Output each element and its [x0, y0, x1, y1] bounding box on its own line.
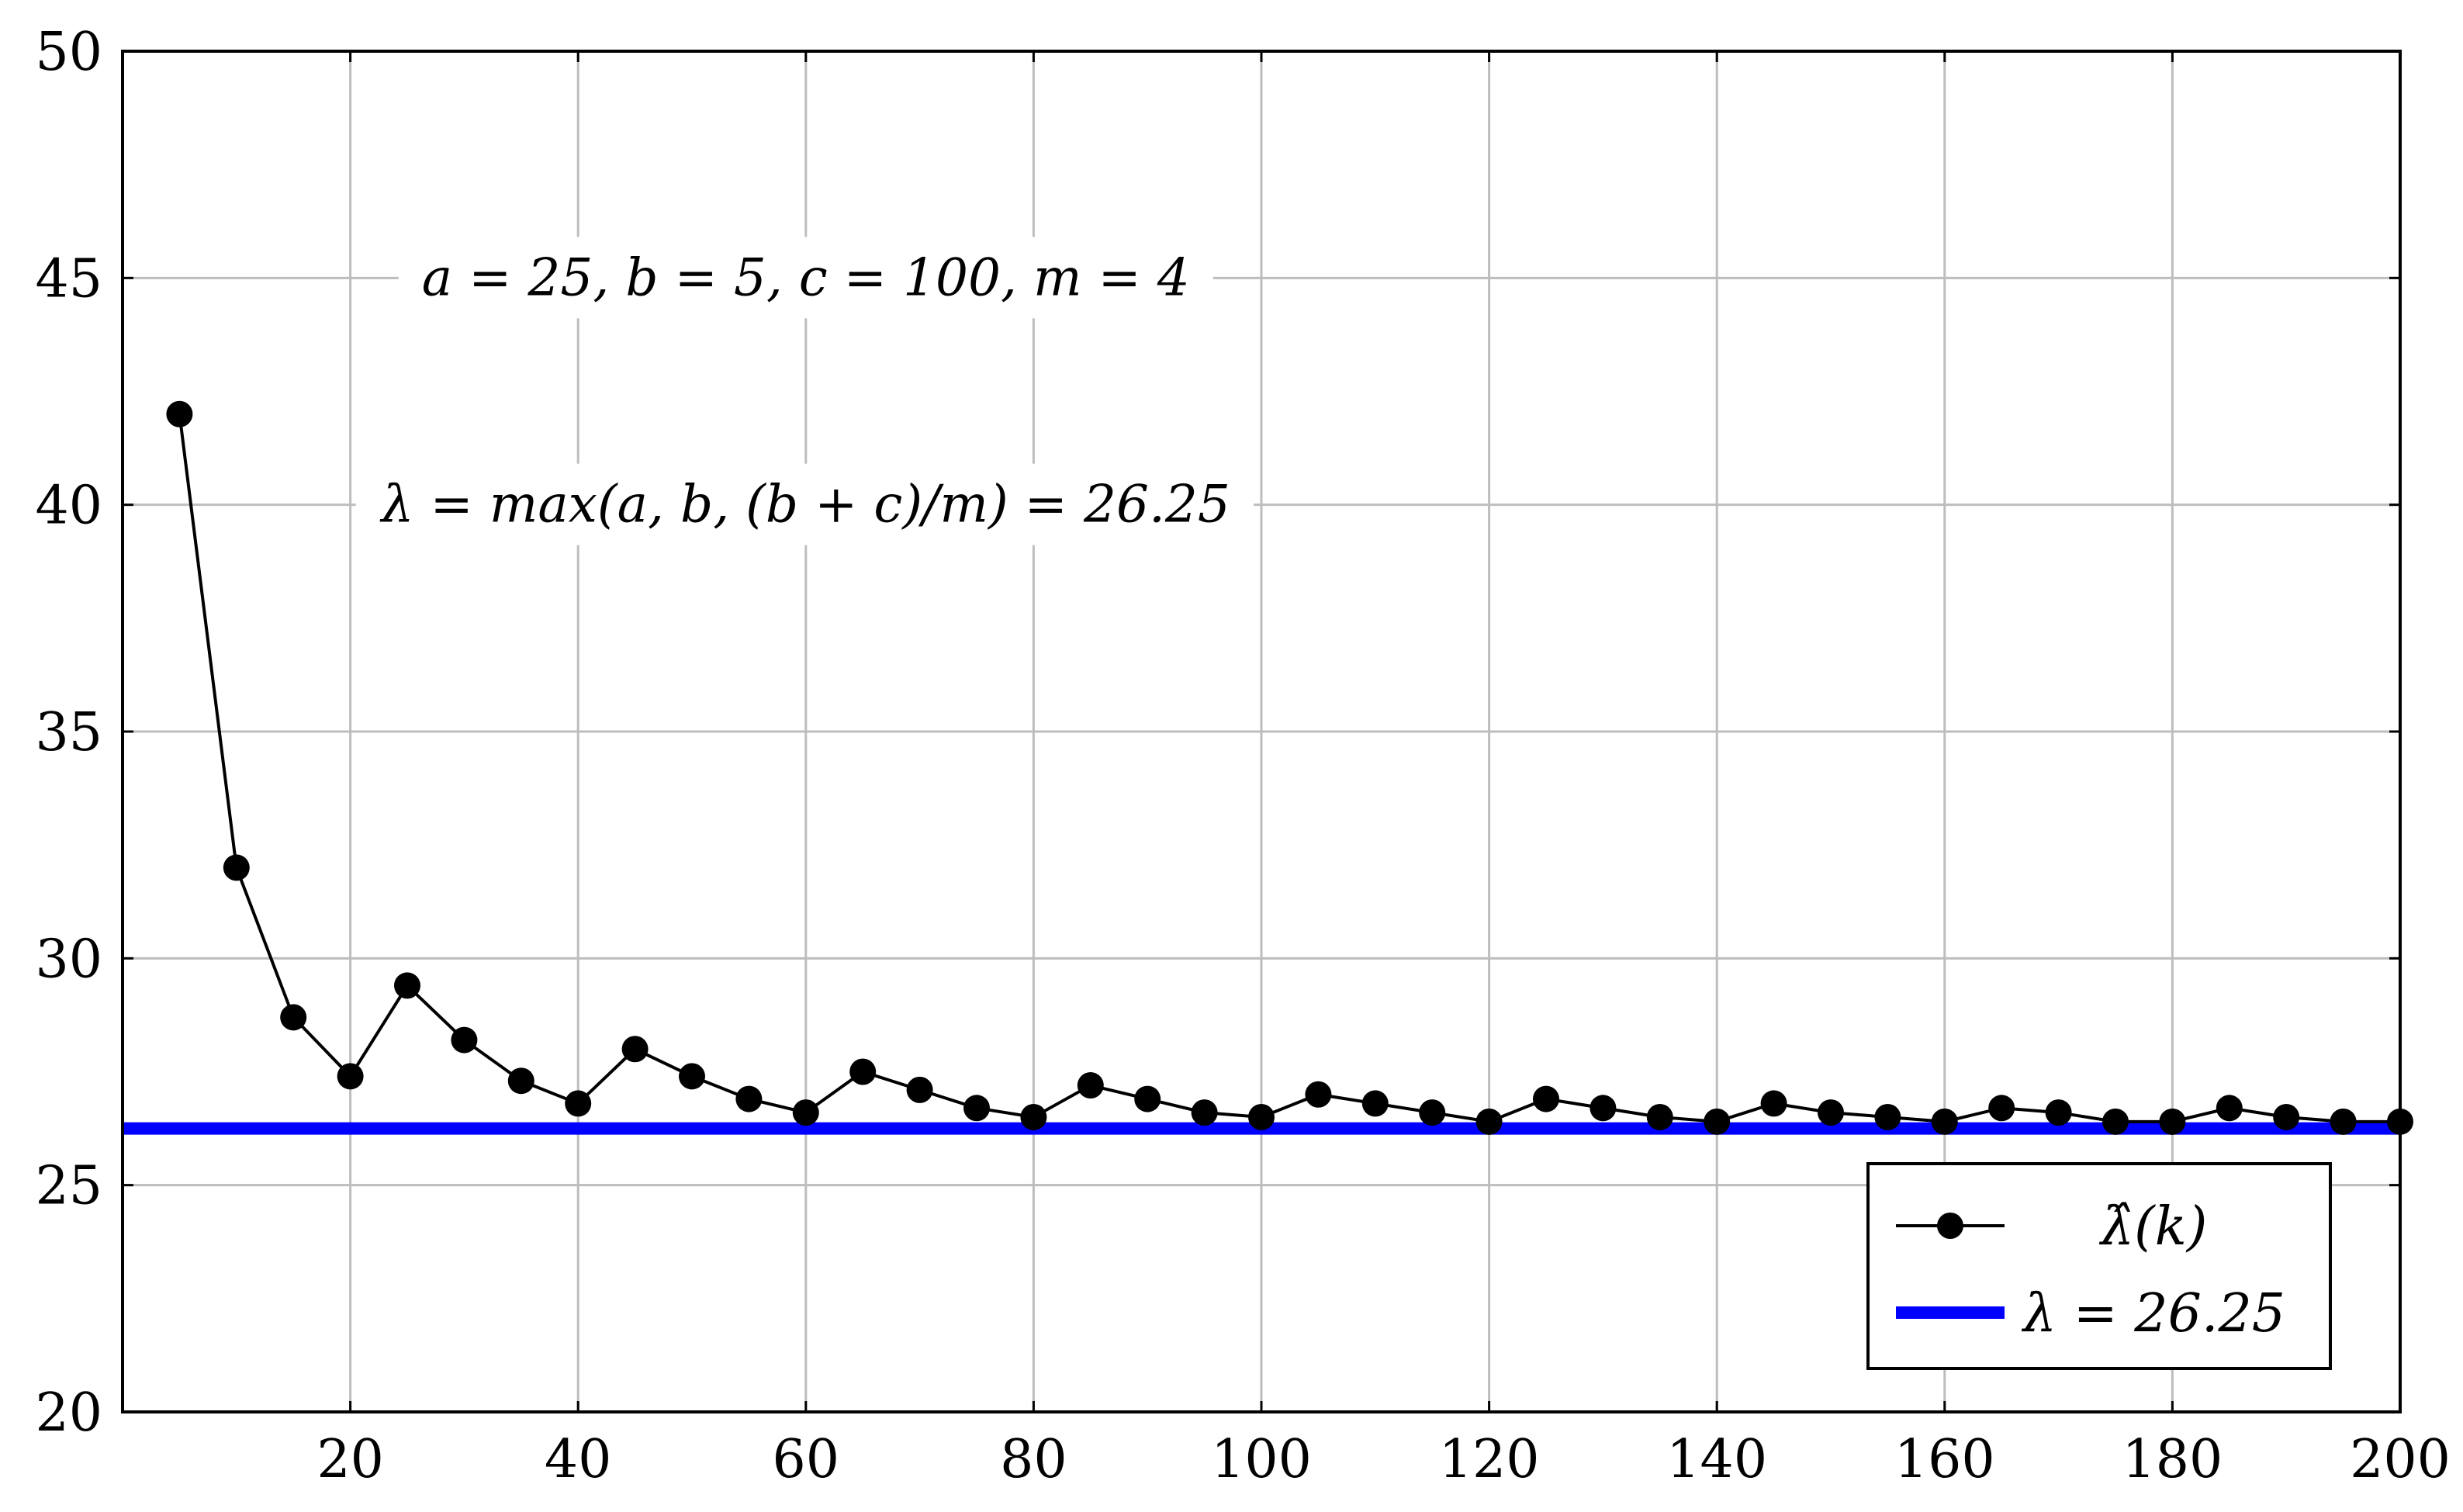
data-point: [792, 1099, 819, 1126]
data-point: [1191, 1099, 1218, 1126]
data-point: [1646, 1103, 1673, 1130]
x-tick-label: 160: [1894, 1429, 1995, 1490]
legend-box: [1866, 1162, 2332, 1370]
series-line: [178, 413, 2400, 1123]
data-point: [1590, 1095, 1617, 1122]
data-point: [2216, 1095, 2243, 1122]
data-point: [166, 400, 193, 427]
data-point: [1361, 1090, 1389, 1117]
data-point: [1305, 1081, 1332, 1108]
data-point: [1704, 1108, 1731, 1135]
y-tick-label: 25: [35, 1156, 102, 1217]
data-point: [1419, 1099, 1446, 1126]
annotation-background: [398, 237, 1213, 319]
annotation-label: a = 25, b = 5, c = 100, m = 4: [422, 247, 1190, 307]
data-point: [735, 1085, 763, 1112]
data-point: [280, 1004, 307, 1031]
data-point: [2045, 1099, 2072, 1126]
data-point: [223, 854, 250, 881]
x-tick-label: 100: [1211, 1429, 1312, 1490]
annotation-label: λ = max(a, b, (b + c)/m) = 26.25: [379, 475, 1230, 535]
y-tick-label: 35: [35, 702, 102, 763]
data-point: [1874, 1103, 1901, 1130]
data-point: [337, 1063, 364, 1090]
data-point: [451, 1026, 478, 1054]
y-tick-label: 20: [35, 1382, 102, 1444]
data-point: [963, 1095, 990, 1122]
legend-label: λ̂(k): [2098, 1196, 2207, 1258]
data-point: [565, 1090, 592, 1117]
data-point: [1760, 1090, 1787, 1117]
data-point: [2102, 1108, 2129, 1135]
data-point: [2273, 1103, 2300, 1130]
y-tick-label: 45: [35, 248, 102, 310]
x-tick-label: 80: [1000, 1429, 1067, 1490]
annotations: a = 25, b = 5, c = 100, m = 4 λ = max(a, …: [355, 237, 1254, 545]
x-tick-label: 40: [545, 1429, 612, 1490]
x-tick-label: 20: [317, 1429, 384, 1490]
data-point: [2330, 1108, 2357, 1135]
y-tick-label: 50: [35, 22, 102, 83]
legend: λ̂(k) λ = 26.25: [1866, 1162, 2332, 1370]
annotation-background: [355, 463, 1254, 545]
y-tick-label: 30: [35, 929, 102, 990]
data-point: [1818, 1099, 1844, 1126]
data-point: [507, 1067, 534, 1095]
data-point: [621, 1036, 649, 1063]
x-tick-label: 120: [1439, 1429, 1540, 1490]
series-layer: [123, 400, 2413, 1135]
data-point: [1020, 1103, 1047, 1130]
data-point: [1988, 1095, 2015, 1122]
x-tick-label: 200: [2350, 1429, 2451, 1490]
x-tick-label: 140: [1666, 1429, 1767, 1490]
y-tick-label: 40: [35, 476, 102, 537]
data-point: [679, 1063, 705, 1090]
legend-marker-sample: [1937, 1213, 1963, 1239]
data-point: [849, 1058, 877, 1085]
data-point: [1077, 1072, 1104, 1099]
data-point: [2159, 1108, 2186, 1135]
data-point: [1248, 1103, 1275, 1130]
data-point: [1475, 1108, 1503, 1135]
data-point: [1533, 1085, 1559, 1112]
x-tick-label: 60: [773, 1429, 840, 1490]
data-point: [906, 1076, 933, 1103]
legend-label: λ = 26.25: [2021, 1283, 2285, 1344]
data-point: [394, 972, 420, 999]
x-tick-label: 180: [2122, 1429, 2223, 1490]
data-point: [1931, 1108, 1958, 1135]
data-point: [1134, 1085, 1161, 1112]
axes: 20 40 60 80 100 120 140 160 180 200 20 25 30 35 40 45 50: [35, 22, 2450, 1490]
